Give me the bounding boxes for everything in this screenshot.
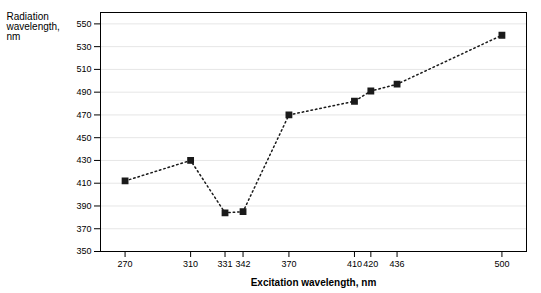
svg-text:370: 370 xyxy=(76,224,91,234)
svg-text:310: 310 xyxy=(183,259,198,269)
svg-text:500: 500 xyxy=(494,259,509,269)
svg-text:490: 490 xyxy=(76,87,91,97)
svg-text:270: 270 xyxy=(118,259,133,269)
svg-text:370: 370 xyxy=(281,259,296,269)
svg-text:550: 550 xyxy=(76,19,91,29)
svg-text:350: 350 xyxy=(76,246,91,256)
svg-text:470: 470 xyxy=(76,110,91,120)
svg-text:436: 436 xyxy=(390,259,405,269)
svg-text:430: 430 xyxy=(76,155,91,165)
svg-text:390: 390 xyxy=(76,201,91,211)
svg-text:Excitation wavelength, nm: Excitation wavelength, nm xyxy=(251,277,377,288)
svg-text:410: 410 xyxy=(76,178,91,188)
svg-text:510: 510 xyxy=(76,64,91,74)
svg-text:Radiationwavelength,nm: Radiationwavelength,nm xyxy=(6,11,60,42)
svg-text:420: 420 xyxy=(363,259,378,269)
svg-text:410: 410 xyxy=(347,259,362,269)
svg-text:450: 450 xyxy=(76,133,91,143)
svg-text:331: 331 xyxy=(218,259,233,269)
svg-text:530: 530 xyxy=(76,42,91,52)
svg-text:342: 342 xyxy=(236,259,251,269)
